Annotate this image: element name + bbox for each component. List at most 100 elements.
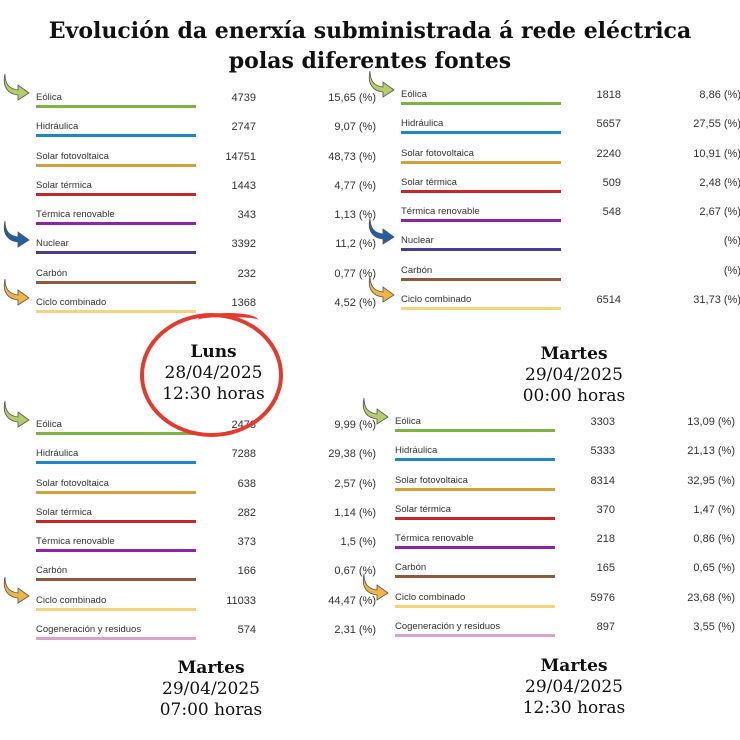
row-percent: 2,67 (%) xyxy=(699,206,740,219)
row-percent: 1,5 (%) xyxy=(340,536,376,549)
row-value: 5657 xyxy=(596,118,621,131)
row-percent: 2,57 (%) xyxy=(334,477,376,490)
caption-date: 28/04/2025 xyxy=(164,363,263,383)
row-percent: 13,09 (%) xyxy=(687,416,735,428)
panel-0: Eólica 4739 15,65 (%) Hidráulica 2747 9,07 (%… xyxy=(36,87,376,321)
row-percent: 0,86 (%) xyxy=(693,533,735,546)
row-percent: 11,2 (%) xyxy=(335,238,376,251)
row-percent: 9,07 (%) xyxy=(334,121,376,134)
row-value: 7288 xyxy=(231,448,256,461)
panel-3: Eólica 3303 13,09 (%) Hidráulica 5333 21,13 (… xyxy=(395,411,735,645)
row-percent: 0,65 (%) xyxy=(693,562,735,575)
row-percent: 1,47 (%) xyxy=(693,503,735,516)
row-label: Ciclo combinado xyxy=(395,591,466,603)
row-value: 373 xyxy=(237,536,256,549)
row-label: Hidráulica xyxy=(395,445,438,457)
table-row-carbon: Carbón (%) xyxy=(401,260,740,289)
row-color-bar xyxy=(395,604,555,608)
row-label: Hidráulica xyxy=(401,118,444,130)
curved-arrow-green-icon xyxy=(368,70,395,98)
row-label: Carbón xyxy=(36,565,68,577)
row-label: Ciclo combinado xyxy=(401,294,472,306)
row-value: 6514 xyxy=(596,294,621,307)
row-color-bar xyxy=(401,131,561,135)
row-color-bar xyxy=(36,549,196,553)
row-value: 166 xyxy=(237,565,256,578)
row-percent: 29,38 (%) xyxy=(328,448,376,461)
table-row-termica-renovable: Térmica renovable 548 2,67 (%) xyxy=(401,201,740,230)
row-color-bar xyxy=(36,134,196,138)
row-label: Solar fotovoltaica xyxy=(36,150,109,162)
row-label: Eólica xyxy=(401,89,427,100)
row-percent: 0,77 (%) xyxy=(334,267,376,280)
caption-date: 29/04/2025 xyxy=(525,677,623,697)
table-row-hidraulica: Hidráulica 7288 29,38 (%) xyxy=(36,443,376,472)
table-row-solar-termica: Solar térmica 370 1,47 (%) xyxy=(395,499,735,528)
table-row-carbon: Carbón 165 0,65 (%) xyxy=(395,557,735,586)
page-title: Evolución da enerxía subministrada á red… xyxy=(0,16,740,76)
title-line-1: Evolución da enerxía subministrada á red… xyxy=(48,18,692,44)
row-color-bar xyxy=(36,490,196,494)
table-row-ciclo-combinado: Ciclo combinado 6514 31,73 (%) xyxy=(401,289,740,318)
caption-time: 07:00 horas xyxy=(159,700,263,720)
curved-arrow-green-icon xyxy=(3,73,30,101)
row-percent: 8,86 (%) xyxy=(699,89,740,101)
highlight-circle-tail xyxy=(198,313,258,327)
table-row-solar-fotovoltaica: Solar fotovoltaica 14751 48,73 (%) xyxy=(36,146,376,175)
row-color-bar xyxy=(36,251,196,255)
caption-1: Martes 29/04/2025 00:00 horas xyxy=(494,344,654,407)
title-line-2: polas diferentes fontes xyxy=(228,48,512,74)
row-value: 282 xyxy=(237,506,256,519)
table-row-termica-renovable: Térmica renovable 343 1,13 (%) xyxy=(36,204,376,233)
row-color-bar xyxy=(401,160,561,164)
row-label: Carbón xyxy=(395,562,427,574)
table-row-hidraulica: Hidráulica 2747 9,07 (%) xyxy=(36,116,376,145)
row-value: 370 xyxy=(596,503,615,516)
row-color-bar xyxy=(36,310,196,314)
curved-arrow-green-icon xyxy=(362,397,389,425)
table-row-cogeneracion-y-residuos: Cogeneración y residuos 897 3,55 (%) xyxy=(395,616,735,645)
row-color-bar xyxy=(36,461,196,465)
table-row-nuclear: Nuclear (%) xyxy=(401,230,740,259)
row-value: 218 xyxy=(596,533,615,546)
row-color-bar xyxy=(395,487,555,491)
panel-2: Eólica 2478 9,99 (%) Hidráulica 7288 29,38 (%… xyxy=(36,414,376,648)
row-value: 638 xyxy=(237,477,256,490)
row-color-bar xyxy=(401,307,561,311)
row-color-bar xyxy=(395,575,555,579)
caption-day: Martes xyxy=(177,658,245,678)
row-percent: 23,68 (%) xyxy=(687,591,735,604)
row-color-bar xyxy=(36,607,196,611)
row-value: 1368 xyxy=(231,297,256,310)
row-label: Cogeneración y residuos xyxy=(36,624,142,636)
row-value: 232 xyxy=(237,267,256,280)
curved-arrow-orange-icon xyxy=(3,279,30,306)
row-value: 3392 xyxy=(231,238,256,251)
row-color-bar xyxy=(36,578,196,582)
caption-date: 29/04/2025 xyxy=(162,679,260,699)
row-percent: 31,73 (%) xyxy=(693,294,740,307)
row-label: Solar térmica xyxy=(401,176,457,188)
caption-time: 00:00 horas xyxy=(522,386,626,406)
row-percent: (%) xyxy=(723,264,740,277)
curved-arrow-orange-icon xyxy=(362,573,389,601)
row-percent: 1,13 (%) xyxy=(334,209,376,222)
row-percent: 2,48 (%) xyxy=(699,176,740,189)
row-label: Térmica renovable xyxy=(36,536,115,548)
row-percent: 21,13 (%) xyxy=(687,445,735,458)
caption-2: Martes 29/04/2025 07:00 horas xyxy=(131,658,291,721)
caption-date: 29/04/2025 xyxy=(525,365,623,385)
row-label: Ciclo combinado xyxy=(36,594,107,606)
row-percent: 9,99 (%) xyxy=(334,419,376,431)
caption-time: 12:30 horas xyxy=(162,384,265,404)
row-value: 4739 xyxy=(231,92,256,104)
row-label: Ciclo combinado xyxy=(36,297,107,309)
row-label: Solar térmica xyxy=(36,506,92,518)
row-value: 1818 xyxy=(596,89,621,101)
row-percent: 10,91 (%) xyxy=(693,147,740,160)
table-row-eolica: Eólica 3303 13,09 (%) xyxy=(395,411,735,440)
table-row-hidraulica: Hidráulica 5333 21,13 (%) xyxy=(395,440,735,469)
row-label: Solar térmica xyxy=(36,179,92,191)
curved-arrow-green-icon xyxy=(3,400,30,428)
row-color-bar xyxy=(395,429,555,432)
